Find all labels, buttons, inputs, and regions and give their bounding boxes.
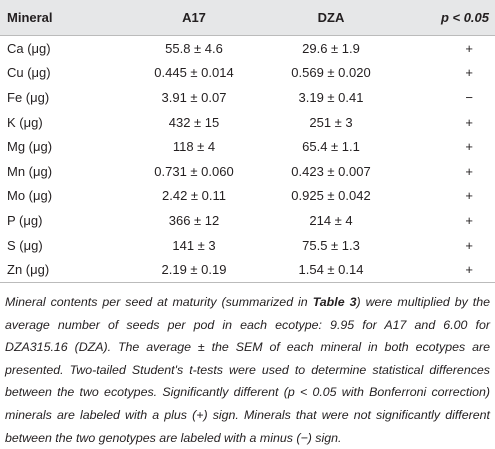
table-cell: 55.8 ± 4.6 — [165, 40, 223, 56]
header-cell: A17 — [118, 0, 270, 36]
header-cell: Mineral — [0, 0, 118, 36]
table-cell: + — [465, 163, 473, 179]
table-cell: 214 ± 4 — [309, 212, 353, 228]
table-cell: 0.423 ± 0.007 — [291, 163, 371, 179]
table-cell: Fe (μg) — [7, 89, 50, 105]
table-cell: + — [465, 65, 473, 81]
caption-text: ) were multiplied by the average number … — [5, 294, 490, 400]
table-cell: 251 ± 3 — [309, 114, 353, 130]
table-cell: + — [465, 212, 473, 228]
table-cell: 29.6 ± 1.9 — [302, 40, 360, 56]
table-row: K (μg) 432 ± 15 251 ± 3 + — [0, 110, 495, 135]
table-cell: + — [465, 40, 473, 56]
mineral-table: Mineral A17 DZA p < 0.05 Ca (μg) 55.8 ± 4… — [0, 0, 495, 283]
table-cell: 65.4 ± 1.1 — [302, 139, 360, 155]
table-row: Mo (μg) 2.42 ± 0.11 0.925 ± 0.042 + — [0, 184, 495, 209]
header-cell: p < 0.05 — [392, 0, 495, 36]
table-cell: S (μg) — [7, 237, 43, 253]
table-row: Fe (μg) 3.91 ± 0.07 3.19 ± 0.41 − — [0, 85, 495, 110]
table-cell: Cu (μg) — [7, 65, 51, 81]
table-cell: 366 ± 12 — [168, 212, 220, 228]
table-cell: Ca (μg) — [7, 40, 51, 56]
table-row: Zn (μg) 2.19 ± 0.19 1.54 ± 0.14 + — [0, 257, 495, 283]
table-row: Mn (μg) 0.731 ± 0.060 0.423 ± 0.007 + — [0, 159, 495, 184]
caption-text: Mineral contents per seed at maturity (s… — [5, 294, 313, 309]
caption: Mineral contents per seed at maturity (s… — [5, 291, 490, 449]
table-cell: Mo (μg) — [7, 188, 53, 204]
table-cell: Zn (μg) — [0, 257, 118, 283]
caption-italic: p — [287, 385, 295, 400]
table-cell: + — [465, 139, 473, 155]
table-cell: 2.42 ± 0.11 — [162, 188, 226, 204]
table-cell: − — [465, 89, 473, 105]
table-cell: 3.91 ± 0.07 — [161, 89, 227, 105]
table-row: S (μg) 141 ± 3 75.5 ± 1.3 + — [0, 233, 495, 258]
table-cell: 75.5 ± 1.3 — [302, 237, 360, 253]
table-cell: 3.19 ± 0.41 — [298, 89, 364, 105]
table-cell: P (μg) — [7, 212, 43, 228]
table-row: P (μg) 366 ± 12 214 ± 4 + — [0, 208, 495, 233]
header-row: Mineral A17 DZA p < 0.05 — [0, 0, 495, 36]
table-cell: 141 ± 3 — [172, 237, 216, 253]
caption-ref: Table 3 — [312, 294, 357, 309]
table-cell: + — [465, 114, 473, 130]
table-cell: 118 ± 4 — [172, 139, 216, 155]
table-body: Ca (μg) 55.8 ± 4.6 29.6 ± 1.9 + Cu (μg) 0.445… — [0, 36, 495, 283]
table-row: Mg (μg) 118 ± 4 65.4 ± 1.1 + — [0, 134, 495, 159]
header-cell: DZA — [270, 0, 392, 36]
table-cell: 1.54 ± 0.14 — [270, 257, 392, 283]
table-cell: K (μg) — [7, 114, 43, 130]
table-cell: 0.731 ± 0.060 — [154, 163, 234, 179]
table-cell: + — [392, 257, 495, 283]
table-cell: + — [465, 237, 473, 253]
table-cell: Mn (μg) — [7, 163, 53, 179]
table-cell: 432 ± 15 — [168, 114, 220, 130]
table-row: Ca (μg) 55.8 ± 4.6 29.6 ± 1.9 + — [0, 36, 495, 61]
table-cell: 0.445 ± 0.014 — [154, 65, 234, 81]
table-cell: Mg (μg) — [7, 139, 53, 155]
table-cell: 0.925 ± 0.042 — [291, 188, 371, 204]
table-cell: 2.19 ± 0.19 — [118, 257, 270, 283]
table-cell: 0.569 ± 0.020 — [291, 65, 371, 81]
table-row: Cu (μg) 0.445 ± 0.014 0.569 ± 0.020 + — [0, 61, 495, 86]
table-cell: + — [465, 188, 473, 204]
